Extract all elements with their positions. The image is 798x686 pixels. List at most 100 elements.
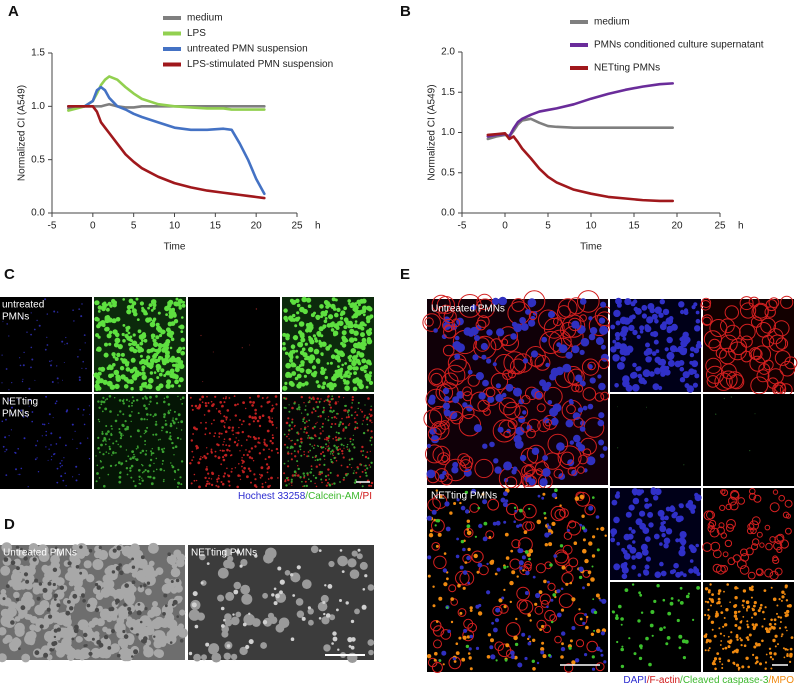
cell — [171, 419, 175, 422]
cell — [152, 470, 155, 473]
cell — [535, 592, 541, 599]
cell — [632, 329, 638, 336]
cell — [48, 422, 50, 424]
cell — [578, 608, 581, 611]
cell — [327, 419, 330, 422]
cell — [129, 457, 132, 461]
cell — [88, 620, 96, 628]
cell — [316, 405, 320, 409]
cell — [227, 474, 229, 476]
cell — [370, 461, 373, 464]
cell — [221, 624, 225, 628]
cell — [682, 656, 687, 660]
cell — [579, 426, 586, 432]
cell — [144, 453, 147, 456]
caption-part: Hochest 33258 — [238, 491, 306, 502]
cell — [741, 665, 745, 669]
cell — [315, 358, 321, 364]
cell — [778, 494, 786, 502]
cell — [126, 425, 129, 429]
cell — [770, 667, 773, 670]
cell — [351, 550, 358, 557]
cell — [528, 311, 538, 321]
cell — [645, 636, 649, 641]
cell — [721, 363, 737, 380]
cell — [65, 444, 67, 447]
cell — [521, 555, 526, 560]
cell — [727, 635, 730, 638]
cell — [87, 437, 89, 439]
cell — [576, 325, 586, 334]
cell — [757, 643, 761, 647]
cell — [222, 397, 225, 400]
cell — [772, 638, 776, 643]
cell — [157, 327, 163, 333]
cell — [57, 382, 59, 384]
cell — [267, 612, 275, 619]
cell — [19, 357, 21, 359]
cell — [773, 541, 783, 551]
cell — [296, 311, 300, 315]
cell — [169, 559, 176, 566]
cell — [99, 451, 101, 454]
cell — [721, 663, 724, 666]
cell — [206, 480, 208, 483]
cell — [620, 664, 625, 669]
cell — [128, 337, 132, 342]
cell — [54, 546, 58, 549]
cell — [164, 604, 168, 608]
cell — [322, 381, 327, 386]
cell — [704, 600, 707, 603]
cell — [466, 524, 471, 529]
cell — [331, 642, 334, 645]
cell — [666, 351, 675, 360]
cell — [124, 427, 128, 431]
cell — [327, 481, 329, 484]
cell — [32, 557, 37, 562]
cell — [88, 458, 91, 460]
cell — [539, 478, 548, 487]
cell — [350, 348, 357, 354]
cell — [351, 398, 354, 402]
cell — [476, 570, 480, 574]
cell — [784, 626, 787, 629]
cell — [243, 466, 246, 470]
cell — [163, 469, 165, 472]
cell — [785, 613, 789, 617]
cell — [368, 649, 374, 656]
cell — [258, 417, 262, 420]
cell — [339, 448, 341, 451]
cell — [492, 362, 497, 367]
cell — [679, 377, 686, 383]
cell — [191, 404, 194, 407]
cell — [324, 478, 328, 482]
cell — [444, 324, 453, 333]
cell — [191, 459, 194, 462]
cell — [745, 608, 748, 610]
cell — [696, 586, 700, 590]
cell — [79, 349, 81, 351]
cell — [492, 521, 497, 526]
cell — [345, 416, 348, 419]
caption-part: /Cleaved caspase-3 — [680, 675, 769, 686]
cell — [337, 401, 339, 403]
cell — [673, 511, 678, 517]
cell — [436, 296, 455, 315]
cell — [242, 622, 247, 627]
cell — [251, 618, 261, 627]
cell — [110, 614, 118, 621]
cell — [302, 299, 305, 302]
cell — [156, 351, 160, 355]
cell — [104, 399, 107, 401]
cell — [165, 383, 171, 389]
cell — [0, 565, 11, 576]
cell — [511, 570, 516, 575]
cell — [192, 456, 195, 458]
cell — [367, 306, 373, 312]
cell — [478, 392, 486, 400]
cell — [783, 656, 786, 659]
cell — [165, 430, 169, 434]
cell — [543, 579, 547, 584]
cell — [518, 599, 534, 615]
cell — [456, 391, 465, 399]
